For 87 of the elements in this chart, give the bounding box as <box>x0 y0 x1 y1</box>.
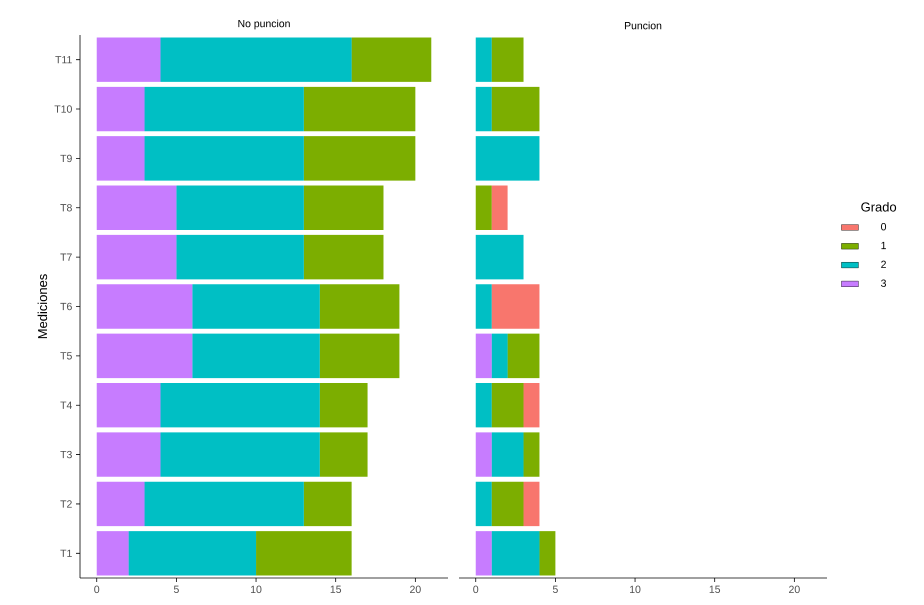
bar <box>96 432 160 477</box>
bar <box>192 284 320 329</box>
legend-label: 2 <box>881 260 886 268</box>
bar <box>476 234 524 280</box>
bar <box>476 432 492 477</box>
bar <box>476 383 492 428</box>
legend-label: 1 <box>881 242 886 250</box>
bar <box>256 531 352 576</box>
bar <box>320 284 400 329</box>
bar <box>524 432 540 477</box>
y-tick-label: T8 <box>60 204 72 212</box>
y-tick-label: T5 <box>60 352 72 360</box>
bar <box>492 383 524 428</box>
bar <box>476 136 540 181</box>
bar <box>476 186 492 230</box>
legend-label: 3 <box>881 279 886 287</box>
bar <box>492 482 524 526</box>
bar <box>539 531 556 576</box>
x-tick-label: 20 <box>789 586 800 594</box>
y-axis-title: Mediciones <box>38 274 48 338</box>
bar <box>96 531 129 576</box>
bar <box>160 432 320 477</box>
bar <box>492 186 508 230</box>
bar <box>96 284 192 329</box>
bar <box>492 432 524 477</box>
y-tick-label: T3 <box>60 450 72 458</box>
bar <box>96 186 176 230</box>
bar <box>476 284 492 329</box>
x-tick-label: 10 <box>630 586 640 594</box>
bar <box>144 482 304 526</box>
x-tick-label: 20 <box>410 586 421 594</box>
legend-label: 0 <box>881 223 886 230</box>
bar <box>304 234 384 280</box>
bar <box>160 37 352 82</box>
bar <box>96 383 160 428</box>
y-tick-label: T11 <box>55 56 72 64</box>
bar <box>524 482 540 526</box>
y-tick-label: T6 <box>60 302 72 310</box>
bar <box>160 383 320 428</box>
chart-title: Puncion <box>624 22 662 30</box>
y-tick-label: T2 <box>60 500 72 508</box>
bar <box>304 86 416 132</box>
bar <box>508 334 540 378</box>
x-tick-label: 5 <box>174 586 179 593</box>
bar <box>492 334 508 378</box>
bar <box>96 136 145 181</box>
bar <box>96 37 160 82</box>
bar <box>352 37 432 82</box>
x-tick-label: 0 <box>94 586 100 594</box>
bar <box>96 482 145 526</box>
legend-title: Grado <box>861 202 896 212</box>
bar <box>144 86 304 132</box>
chart-title: No puncion <box>238 20 290 30</box>
bar <box>320 334 400 378</box>
x-tick-label: 0 <box>473 586 478 594</box>
bar <box>476 334 492 378</box>
bar <box>96 234 176 280</box>
x-tick-label: 5 <box>552 586 558 593</box>
y-tick-label: T1 <box>60 550 72 557</box>
bar <box>492 284 540 329</box>
bar <box>304 136 416 181</box>
bar <box>492 531 540 576</box>
y-tick-label: T7 <box>60 254 72 261</box>
y-tick-label: T9 <box>60 154 72 162</box>
x-tick-label: 15 <box>710 586 720 593</box>
bar <box>492 86 540 132</box>
bar <box>320 432 368 477</box>
x-tick-label: 10 <box>251 586 262 594</box>
x-tick-label: 15 <box>330 586 342 593</box>
bar <box>176 186 304 230</box>
bar <box>304 186 384 230</box>
bar <box>96 86 145 132</box>
bar <box>320 383 368 428</box>
bar <box>524 383 540 428</box>
bar <box>304 482 352 526</box>
y-tick-label: T10 <box>54 105 72 113</box>
bar <box>476 482 492 526</box>
bar <box>476 37 492 82</box>
bar <box>96 334 192 378</box>
bar <box>176 234 304 280</box>
bar <box>476 531 492 576</box>
bar <box>192 334 320 378</box>
bar <box>492 37 524 82</box>
bar <box>476 86 492 132</box>
bar <box>128 531 256 576</box>
y-tick-label: T4 <box>60 402 72 409</box>
bar <box>144 136 304 181</box>
